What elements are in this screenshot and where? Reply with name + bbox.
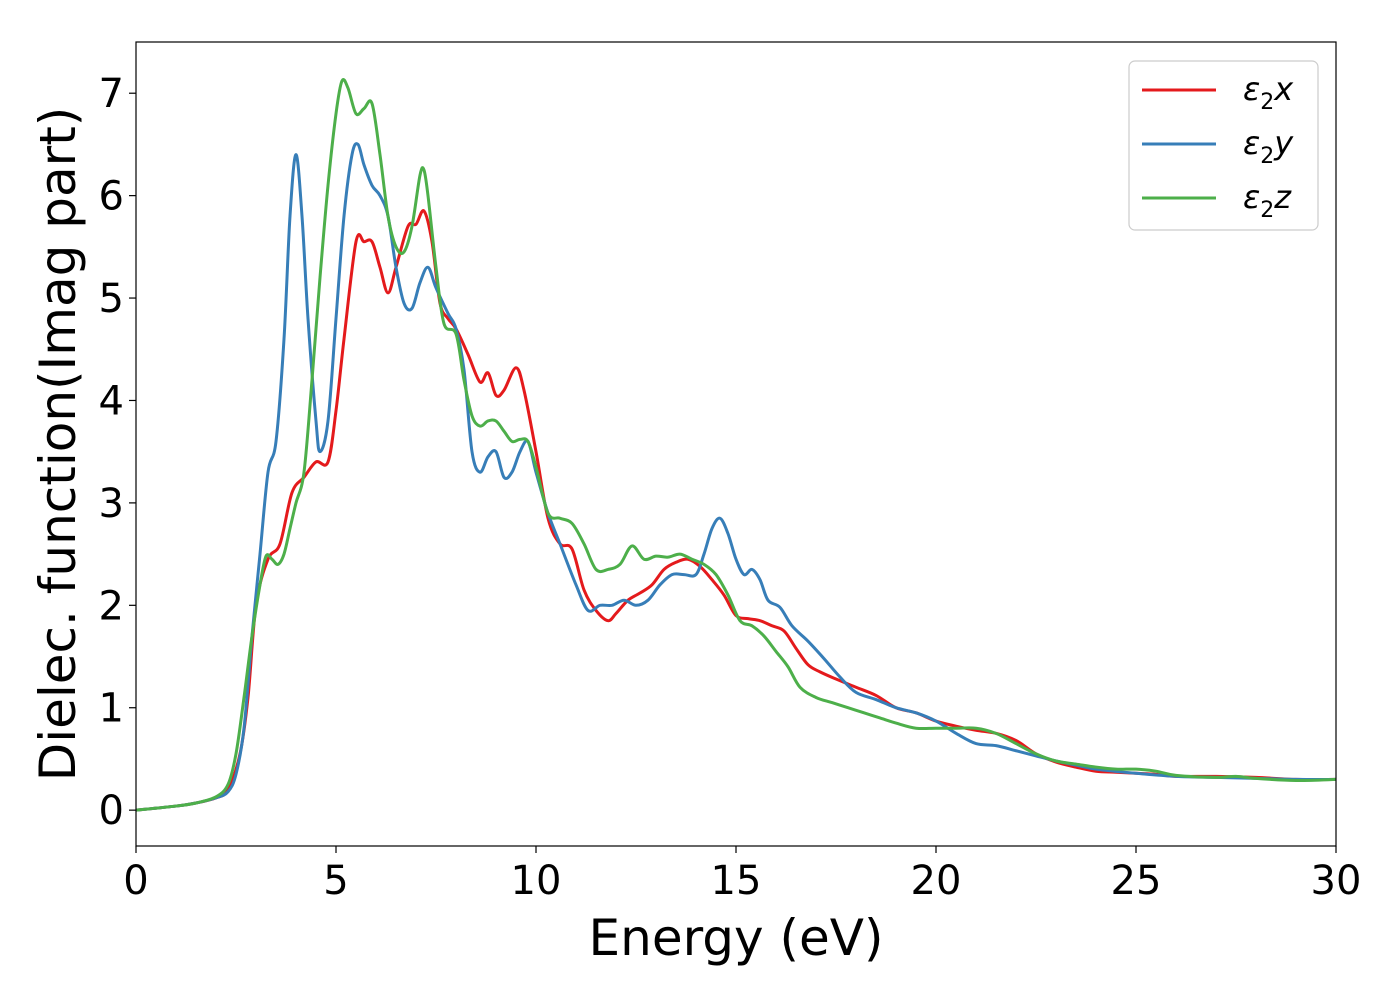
y-axis-label: Dielec. function(Imag part) xyxy=(29,107,87,782)
series-line-x xyxy=(136,209,1336,812)
legend-symbol: ε xyxy=(1243,70,1260,108)
legend-label-z: ε2z xyxy=(1243,178,1292,223)
x-axis-label: Energy (eV) xyxy=(589,909,884,967)
x-tick-label: 15 xyxy=(711,858,762,904)
x-tick-label: 0 xyxy=(123,858,148,904)
series-line-y xyxy=(136,142,1336,812)
y-tick-label: 4 xyxy=(99,378,124,424)
legend-subscript: 2 xyxy=(1260,198,1274,223)
tick-layer: 0 5 10 15 20 25 30 0 1 2 3 4 5 6 7 xyxy=(99,71,1362,904)
y-tick-label: 0 xyxy=(99,788,124,834)
legend-box xyxy=(1128,60,1319,231)
legend-subscript: 2 xyxy=(1260,144,1274,169)
legend-label-x: ε2x xyxy=(1243,70,1294,115)
legend-label-y: ε2y xyxy=(1243,124,1294,169)
y-tick-label: 7 xyxy=(99,71,124,117)
x-tick-label: 5 xyxy=(323,858,348,904)
y-tick-label: 2 xyxy=(99,583,124,629)
y-tick-label: 3 xyxy=(99,481,124,527)
y-tick-label: 5 xyxy=(99,276,124,322)
x-tick-label: 20 xyxy=(911,858,962,904)
legend-subscript: 2 xyxy=(1260,90,1274,115)
legend-symbol: ε xyxy=(1243,124,1260,162)
legend-axis: z xyxy=(1273,178,1292,216)
legend-axis: x xyxy=(1273,70,1294,108)
legend-symbol: ε xyxy=(1243,178,1260,216)
series-line-z xyxy=(136,77,1336,812)
series-layer xyxy=(136,77,1336,812)
x-tick-label: 30 xyxy=(1311,858,1362,904)
y-tick-label: 6 xyxy=(99,174,124,220)
x-tick-label: 10 xyxy=(511,858,562,904)
legend-axis: y xyxy=(1273,124,1294,162)
y-tick-label: 1 xyxy=(99,686,124,732)
x-tick-label: 25 xyxy=(1111,858,1162,904)
